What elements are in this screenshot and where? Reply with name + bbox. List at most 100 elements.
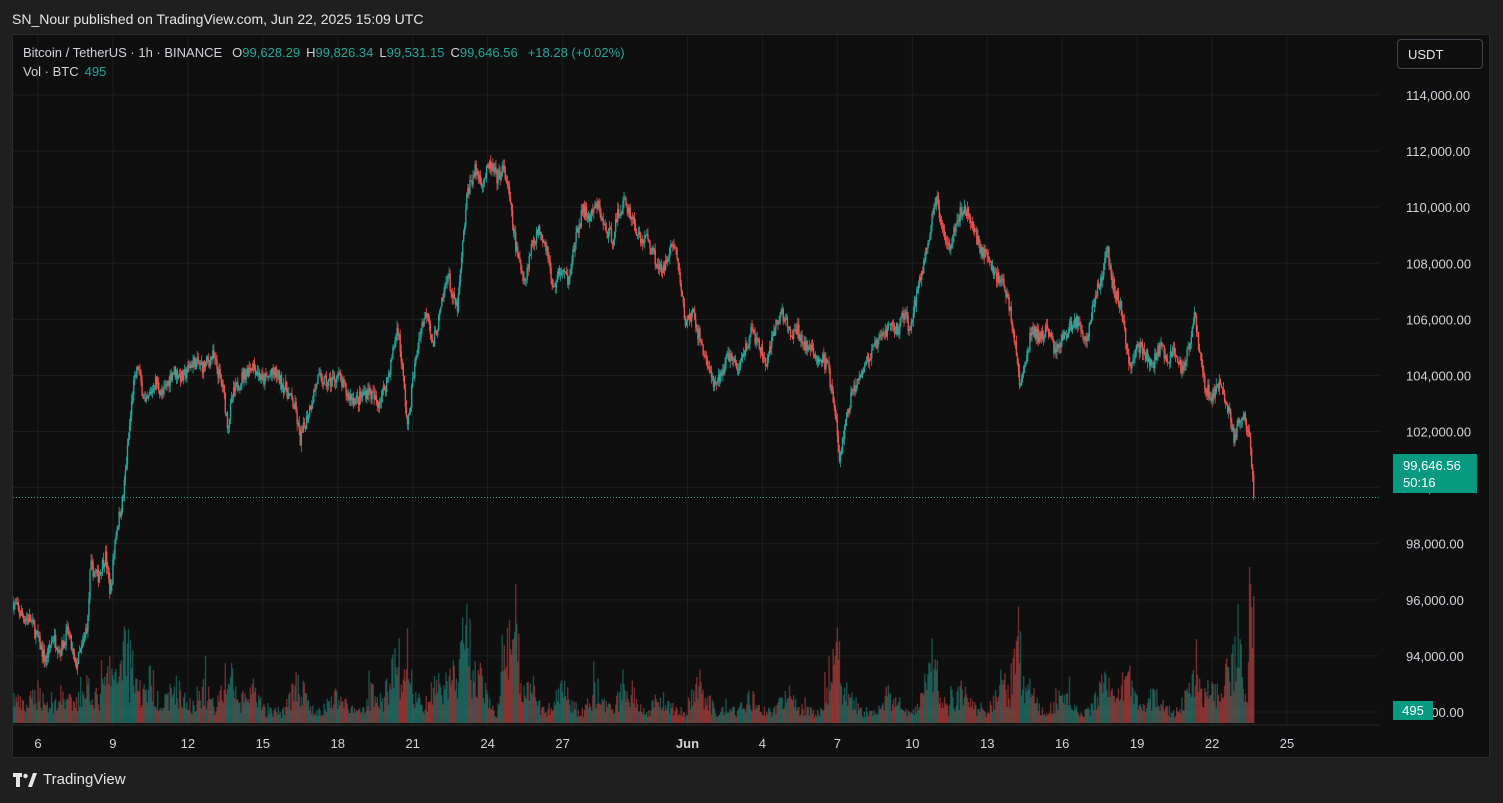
candle-body (1000, 279, 1002, 283)
volume-bar (851, 692, 853, 723)
candle-body (704, 354, 706, 357)
candle-body (479, 175, 482, 182)
candle-body (368, 387, 370, 395)
candle-body (703, 354, 705, 356)
candle-body (1049, 332, 1051, 337)
volume-bar (1018, 663, 1021, 723)
volume-bar (477, 669, 479, 723)
volume-bar (693, 690, 695, 723)
candle-body (536, 230, 539, 235)
candle-body (1195, 316, 1198, 332)
volume-bar (221, 700, 223, 723)
candle-body (372, 391, 374, 393)
candle-body (854, 385, 856, 392)
candle-body (130, 400, 133, 415)
volume-bar (503, 644, 505, 723)
volume-bar (206, 701, 209, 723)
candle-body (618, 208, 620, 216)
volume-bar (496, 717, 498, 723)
symbol-label[interactable]: Bitcoin / TetherUS · 1h · BINANCE (23, 45, 223, 60)
volume-bar (1029, 678, 1031, 723)
volume-bar (1156, 689, 1158, 723)
candle-body (816, 357, 819, 363)
volume-bar (784, 690, 787, 723)
volume-bar (799, 716, 801, 723)
volume-bar (482, 698, 485, 723)
volume-bar (858, 709, 860, 723)
volume-bar (593, 661, 595, 723)
candle-body (213, 349, 215, 358)
volume-bar (1121, 672, 1124, 723)
candle-body (751, 327, 753, 330)
volume-bar (771, 716, 773, 723)
volume-bar (1163, 711, 1165, 723)
volume-bar (465, 625, 467, 723)
volume-bar (721, 707, 723, 723)
candle-body (634, 224, 637, 231)
candle-body (1051, 335, 1053, 337)
chart-frame[interactable]: 92,000.0094,000.0096,000.0098,000.00100,… (12, 34, 1490, 758)
volume-bar (930, 671, 932, 723)
candle-body (925, 248, 927, 259)
candle-body (351, 397, 354, 400)
candle-body (675, 247, 677, 249)
volume-bar (379, 692, 382, 723)
candle-body (745, 343, 747, 351)
volume-bar (749, 704, 751, 723)
candle-body (775, 320, 777, 329)
volume-bar (280, 717, 283, 723)
candle-body (1245, 422, 1248, 432)
volume-bar (841, 704, 844, 723)
candle-body (587, 214, 590, 219)
volume-bar (140, 707, 142, 723)
candle-body (1159, 343, 1161, 356)
candle-body (619, 215, 621, 216)
volume-bar (750, 709, 752, 723)
candle-body (879, 334, 881, 337)
candle-body (411, 377, 414, 386)
candle-body (41, 645, 43, 657)
candle-body (629, 207, 631, 220)
volume-bar (251, 683, 254, 723)
candle-body (750, 327, 752, 335)
price-chart[interactable]: 92,000.0094,000.0096,000.0098,000.00100,… (13, 35, 1489, 757)
tradingview-brand[interactable]: TradingView (13, 771, 126, 788)
volume-bar (651, 700, 653, 723)
candle-body (302, 422, 305, 432)
candle-body (492, 163, 494, 167)
candle-body (961, 212, 963, 216)
volume-bar (56, 710, 58, 723)
volume-bar (199, 700, 202, 723)
candle-body (298, 422, 300, 429)
volume-bar (1062, 703, 1064, 723)
candle-body (396, 327, 398, 335)
candle-body (237, 382, 239, 391)
volume-bar (913, 715, 916, 723)
candle-body (869, 358, 872, 360)
candle-body (789, 329, 792, 336)
volume-label[interactable]: Vol · BTC (23, 64, 79, 79)
candle-body (952, 234, 954, 244)
volume-bar (809, 707, 812, 723)
candle-body (1124, 328, 1127, 345)
volume-bar (878, 705, 880, 723)
currency-button[interactable]: USDT (1397, 39, 1483, 69)
volume-bar (631, 680, 634, 723)
candle-body (370, 391, 372, 400)
candle-body (699, 328, 701, 341)
candle-body (320, 373, 322, 376)
volume-bar (601, 699, 603, 723)
volume-bar (393, 687, 395, 723)
candle-body (225, 412, 228, 414)
candle-body (1041, 331, 1044, 337)
volume-bar (993, 709, 996, 723)
volume-bar (611, 709, 614, 723)
volume-bar (60, 685, 62, 723)
volume-bar (748, 690, 750, 723)
candle-body (66, 626, 68, 630)
volume-bar (417, 698, 419, 723)
candle-body (1213, 389, 1215, 398)
volume-bar (543, 707, 545, 723)
candle-body (356, 395, 359, 398)
candle-body (229, 403, 232, 419)
